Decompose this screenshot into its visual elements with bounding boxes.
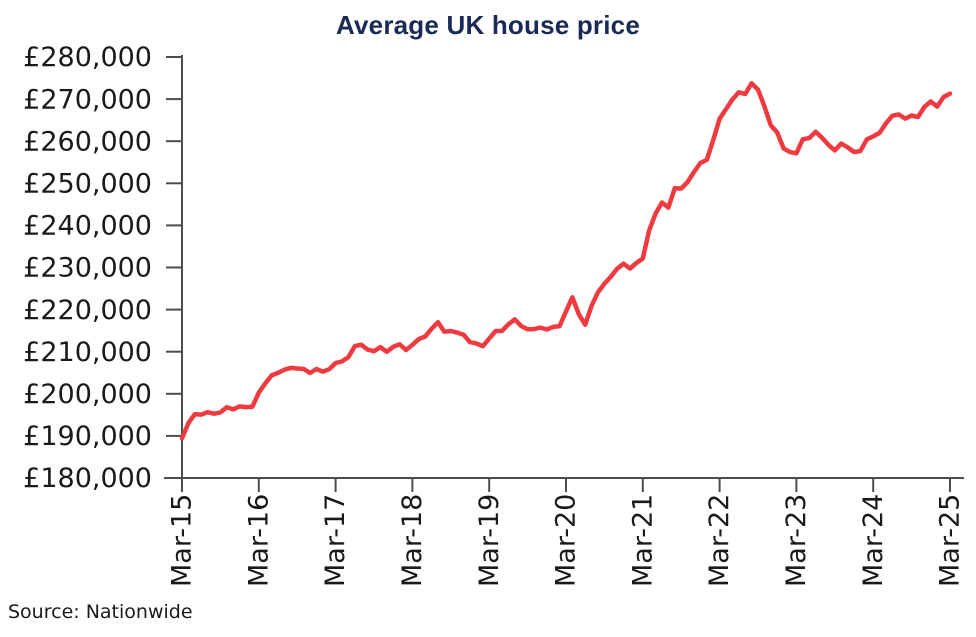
x-tick-label: Mar-18 <box>397 494 428 587</box>
source-note: Source: Nationwide <box>8 601 193 623</box>
y-tick-label: £260,000 <box>23 126 152 157</box>
y-tick-label: £230,000 <box>23 253 152 284</box>
x-tick-label: Mar-23 <box>781 494 812 587</box>
y-tick-label: £240,000 <box>23 211 152 242</box>
house-price-line <box>179 81 953 441</box>
x-tick-label: Mar-17 <box>320 494 351 587</box>
y-tick-label: £200,000 <box>23 379 152 410</box>
chart-title: Average UK house price <box>336 10 640 40</box>
x-tick-label: Mar-15 <box>167 494 198 587</box>
y-tick-label: £180,000 <box>23 463 152 494</box>
x-tick-label: Mar-19 <box>474 494 505 587</box>
x-tick-label: Mar-16 <box>243 494 274 587</box>
x-tick-label: Mar-25 <box>935 494 966 587</box>
y-tick-label: £280,000 <box>23 42 152 73</box>
x-tick-label: Mar-22 <box>704 494 735 587</box>
price-line-series <box>179 81 953 441</box>
y-tick-label: £220,000 <box>23 295 152 326</box>
y-tick-label: £250,000 <box>23 168 152 199</box>
y-tick-label: £270,000 <box>23 84 152 115</box>
x-tick-label: Mar-20 <box>551 494 582 587</box>
x-tick-label: Mar-21 <box>627 494 658 587</box>
x-tick-label: Mar-24 <box>858 494 889 587</box>
x-axis: Mar-15 Mar-16 Mar-17 Mar-18 Mar-19 Mar-20 Mar-… <box>164 477 966 587</box>
y-axis: £280,000 £270,000 £260,000 £250,000 £240,000… <box>23 42 183 494</box>
y-tick-label: £210,000 <box>23 337 152 368</box>
y-tick-label: £190,000 <box>23 421 152 452</box>
